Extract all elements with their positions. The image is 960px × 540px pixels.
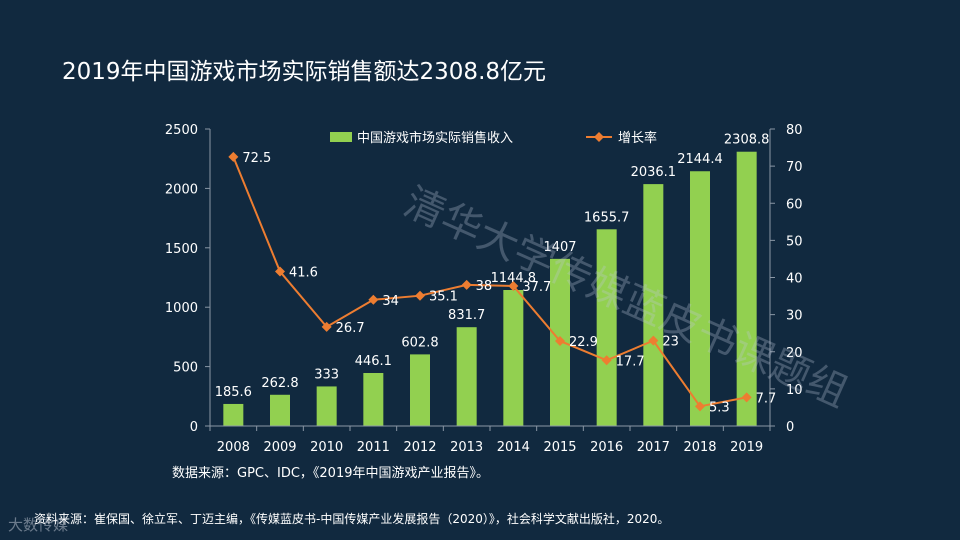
line-value-label: 23 [662,335,679,350]
legend-bar-swatch [330,132,352,142]
right-tick-label: 10 [786,383,803,398]
source-note: 数据来源：GPC、IDC，《2019年中国游戏产业报告》。 [172,466,489,481]
x-tick-label: 2016 [590,440,623,455]
bar [270,394,290,426]
line-value-label: 34 [382,294,399,309]
line-value-label: 7.7 [756,391,777,406]
x-tick-label: 2012 [403,440,436,455]
line-value-label: 26.7 [336,321,365,336]
line-series: 72.5 41.6 26.7 34 35.1 38 37.7 22.9 17.7 23 5.3 7.7 [228,151,776,415]
reference-note: 资料来源：崔保国、徐立军、丁迈主编，《传媒蓝皮书-中国传媒产业发展报告（2020… [34,512,670,526]
legend-line-label: 增长率 [618,130,657,146]
right-tick-label: 60 [786,197,803,212]
x-tick-label: 2013 [450,440,483,455]
left-tick-label: 1000 [165,301,198,316]
line-point [601,355,612,366]
x-tick-label: 2014 [497,440,530,455]
left-tick-label: 2500 [165,123,198,138]
right-tick-label: 50 [786,234,803,249]
line-point [555,335,565,346]
x-tick-label: 2010 [310,440,343,455]
x-tick-label: 2019 [730,440,763,455]
x-tick-label: 2008 [217,440,250,455]
x-tick-label: 2018 [683,440,716,455]
bar-value-label: 262.8 [261,376,298,391]
legend-line-marker [594,132,604,142]
line-value-label: 35.1 [429,290,458,305]
line-point [648,335,659,346]
line-point [415,290,425,301]
bar-value-label: 602.8 [401,335,438,350]
bar [643,184,664,426]
right-axis: 0 10 20 30 40 50 60 70 80 [769,123,803,435]
right-tick-label: 70 [786,160,803,175]
bar-value-label: 1655.7 [584,210,630,225]
bar-value-label: 185.6 [215,385,252,400]
bar-value-label: 2036.1 [631,165,677,180]
bar-series: 185.6 262.8 333 446.1 602.8 831.7 1144.8 1407 16… [215,133,770,427]
bar [736,151,757,427]
right-tick-label: 0 [786,420,794,435]
x-tick-label: 2009 [263,440,296,455]
x-tick-label: 2015 [543,440,576,455]
line-point [228,151,239,162]
legend-bar-label: 中国游戏市场实际销售收入 [357,130,513,146]
line-value-label: 37.7 [522,280,551,295]
line-point [321,321,332,332]
bar [316,386,337,426]
line-point [695,401,705,412]
bar-value-label: 831.7 [448,308,485,323]
line-value-label: 17.7 [616,354,645,369]
legend: 中国游戏市场实际销售收入 增长率 [330,130,657,146]
line-point [741,392,752,403]
line-point [368,294,379,305]
bar [690,171,710,426]
line-value-label: 41.6 [289,266,318,281]
left-tick-label: 2000 [165,182,198,197]
brand-logo: 大数传媒 [8,516,69,534]
bar [503,289,524,426]
x-axis: 2008 2009 2010 2011 2012 2013 2014 2015 2016 2017… [209,425,771,455]
line-point [275,266,285,277]
right-tick-label: 80 [786,123,803,138]
left-tick-label: 500 [173,361,198,376]
bar [363,373,384,426]
line-value-label: 38 [476,279,493,294]
right-tick-label: 20 [786,346,803,361]
line-value-label: 5.3 [709,400,730,415]
bar-value-label: 446.1 [355,354,392,369]
left-axis: 0 500 1000 1500 2000 2500 [165,123,211,435]
line-point [461,279,472,290]
x-tick-label: 2017 [637,440,670,455]
bar-value-label: 1144.8 [491,271,537,286]
chart-title: 2019年中国游戏市场实际销售额达2308.8亿元 [62,59,547,85]
bar-value-label: 333 [314,367,339,382]
bar [456,327,477,426]
bar [596,229,617,426]
bar [410,354,430,426]
bar-value-label: 2144.4 [677,152,723,167]
left-tick-label: 0 [190,420,198,435]
x-tick-label: 2011 [357,440,390,455]
growth-line [232,156,747,408]
line-value-label: 22.9 [569,335,598,350]
bar-value-label: 1407 [543,240,576,255]
right-tick-label: 30 [786,309,803,324]
right-tick-label: 40 [786,272,803,287]
left-tick-label: 1500 [165,242,198,257]
line-value-label: 72.5 [242,151,271,166]
line-point [508,281,519,292]
bar [223,403,244,426]
bar-value-label: 2308.8 [724,133,770,148]
